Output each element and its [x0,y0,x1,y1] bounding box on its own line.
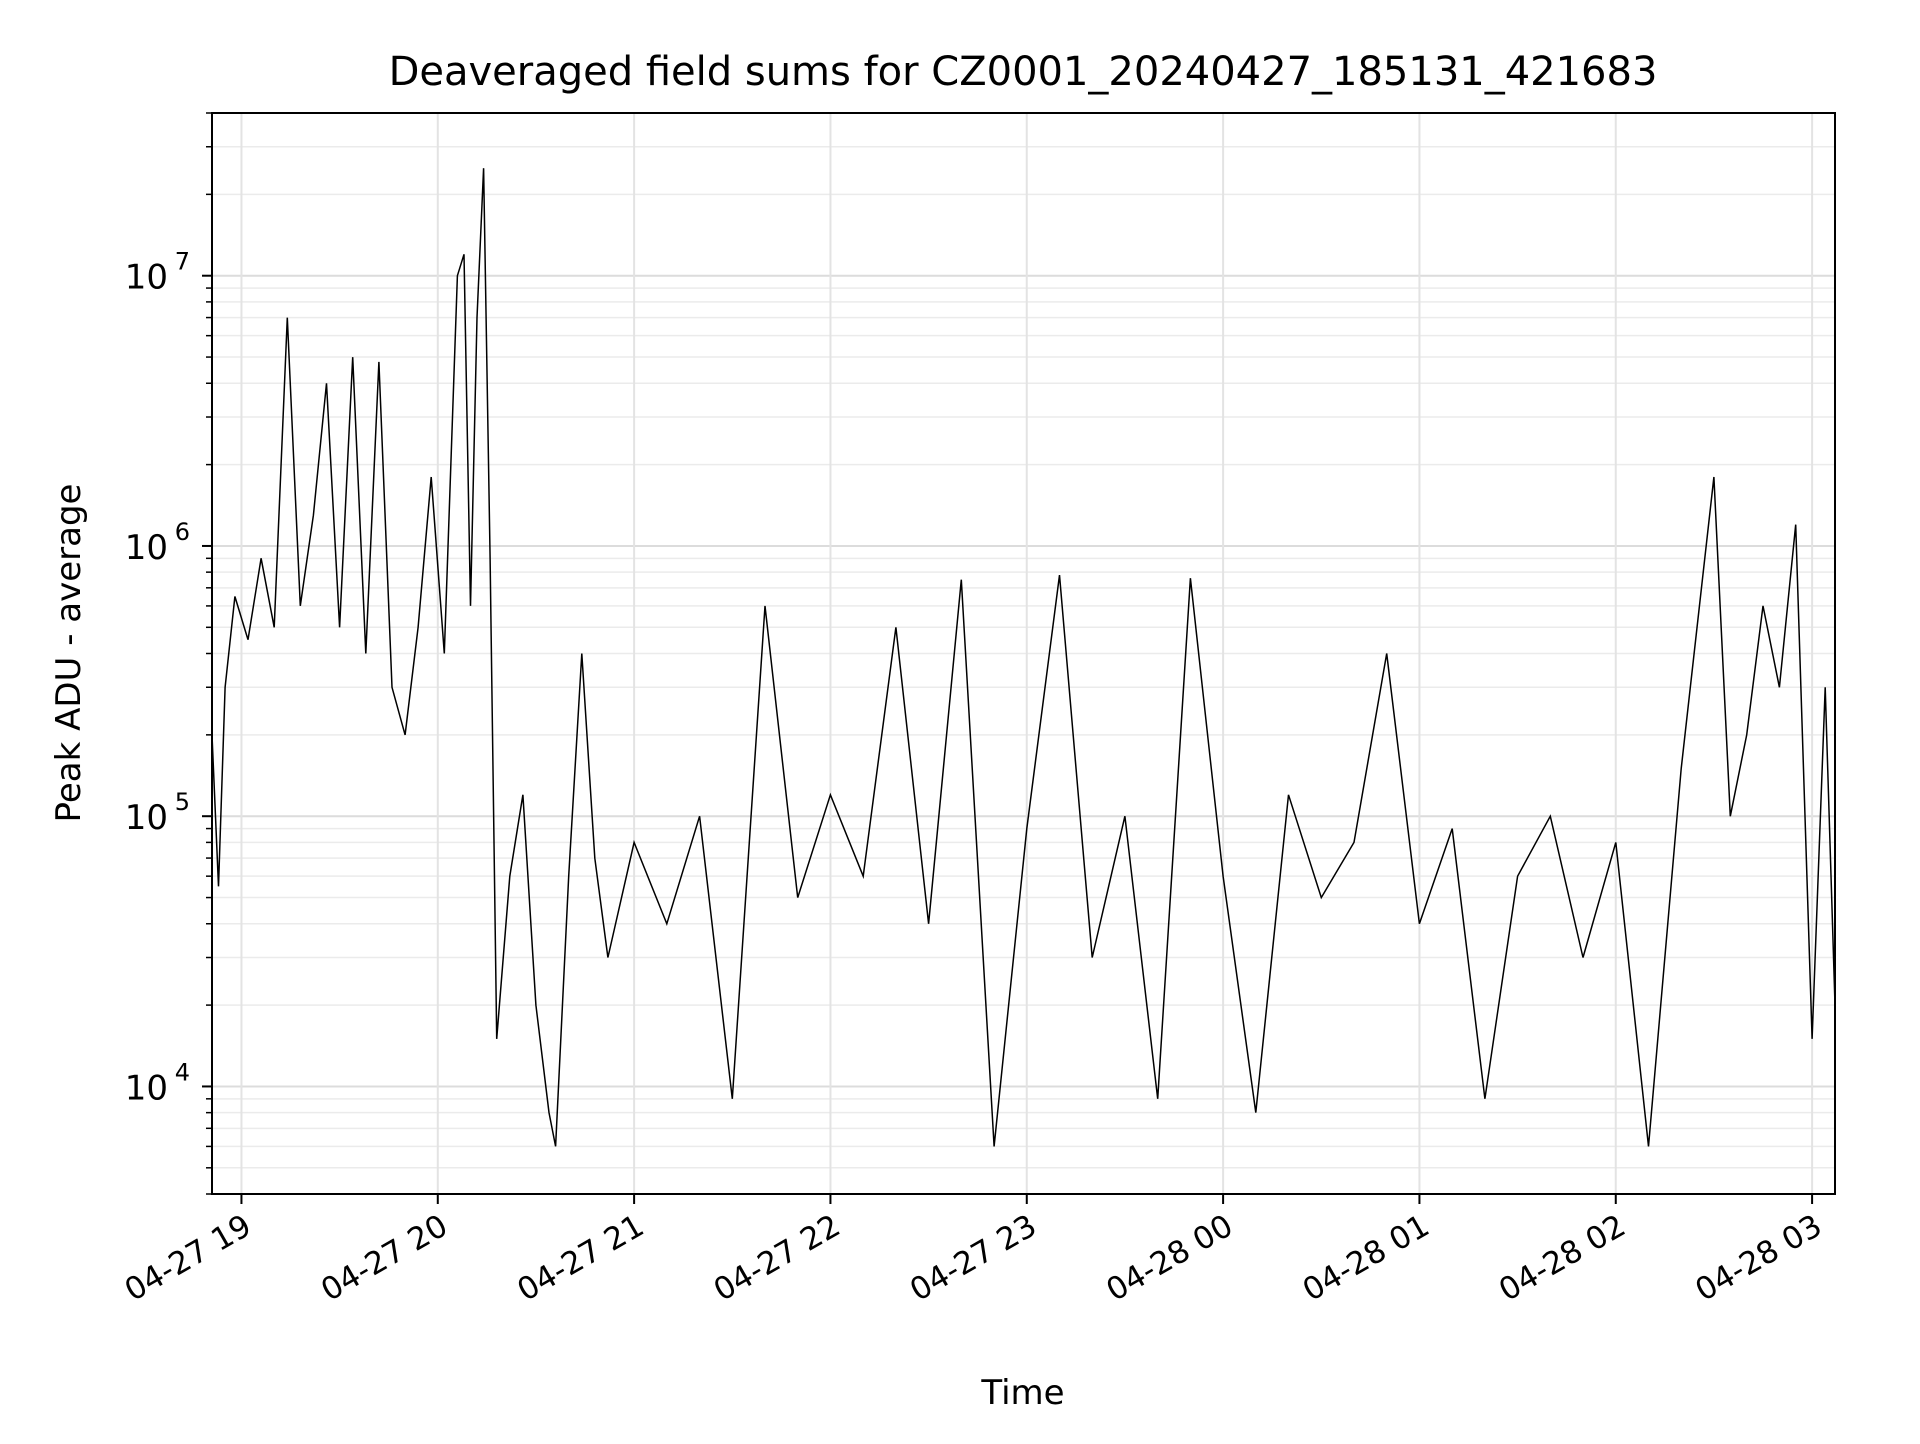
series-layer [212,168,1835,1147]
y-tick-exponent: 5 [175,788,190,816]
y-tick-label: 10 [125,258,168,298]
y-tick-exponent: 4 [175,1058,190,1086]
y-axis-label: Peak ADU - average [49,484,89,823]
y-tick-label: 10 [125,798,168,838]
y-tick-exponent: 6 [175,518,190,546]
y-tick-label: 10 [125,528,168,568]
y-tick-label: 10 [125,1068,168,1108]
series-line [212,168,1835,1147]
y-tick-exponent: 7 [175,248,190,276]
chart-title: Deaveraged field sums for CZ0001_2024042… [389,49,1658,95]
x-axis-label: Time [980,1373,1064,1413]
